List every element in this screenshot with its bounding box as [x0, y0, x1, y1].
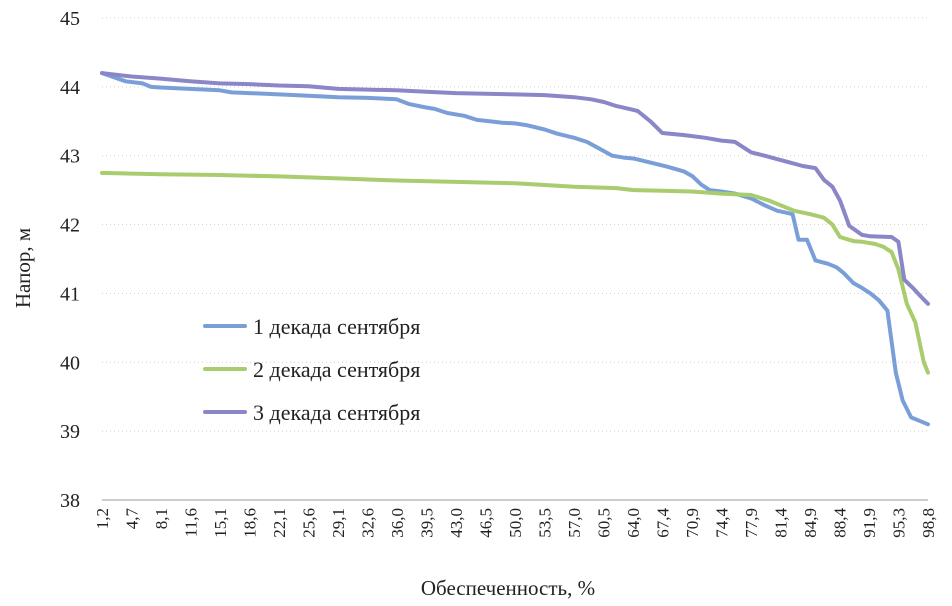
y-tick-label: 39	[60, 421, 80, 443]
y-tick-label: 42	[60, 215, 80, 237]
x-tick-label: 88,4	[831, 508, 850, 538]
x-tick-label: 15,1	[211, 508, 230, 538]
legend-label-1: 1 декада сентября	[253, 314, 420, 339]
y-tick-label: 45	[60, 8, 80, 30]
x-tick-label: 46,5	[477, 508, 496, 538]
y-tick-label: 44	[60, 77, 80, 99]
y-tick-label: 38	[60, 490, 80, 512]
series-line-1	[100, 71, 930, 427]
x-tick-label: 81,4	[772, 508, 791, 538]
x-tick-label: 74,4	[713, 508, 732, 538]
x-tick-label: 91,9	[860, 508, 879, 538]
x-tick-label: 70,9	[683, 508, 702, 538]
x-tick-label: 18,6	[241, 508, 260, 538]
x-tick-label: 60,5	[595, 508, 614, 538]
x-tick-label: 67,4	[654, 508, 673, 538]
x-tick-label: 57,0	[565, 508, 584, 538]
y-tick-label: 41	[60, 283, 80, 305]
series-line-3	[100, 71, 930, 306]
x-tick-label: 84,9	[801, 508, 820, 538]
y-axis-ticks: 38 39 40 41 42 43 44 45	[60, 8, 80, 512]
x-tick-label: 8,1	[152, 508, 171, 529]
legend: 1 декада сентября 2 декада сентября 3 дека…	[203, 314, 420, 425]
x-tick-label: 98,8	[919, 508, 938, 538]
x-tick-label: 43,0	[447, 508, 466, 538]
gridlines	[102, 17, 928, 432]
x-tick-label: 39,5	[418, 508, 437, 538]
y-axis-title: Напор, м	[11, 228, 35, 308]
x-tick-label: 4,7	[123, 508, 142, 530]
y-tick-label: 43	[60, 146, 80, 168]
x-tick-label: 77,9	[742, 508, 761, 538]
series-line-2	[100, 170, 930, 375]
x-axis-title: Обеспеченность, %	[421, 576, 595, 600]
legend-label-3: 3 декада сентября	[253, 400, 420, 425]
x-tick-label: 36,0	[388, 508, 407, 538]
x-tick-label: 1,2	[93, 508, 112, 529]
x-tick-label: 32,6	[359, 508, 378, 538]
y-tick-label: 40	[60, 352, 80, 374]
x-tick-label: 50,0	[506, 508, 525, 538]
x-tick-label: 53,5	[536, 508, 555, 538]
series-lines	[100, 71, 930, 427]
x-tick-label: 22,1	[270, 508, 289, 538]
x-axis-ticks: 1,2 4,7 8,1 11,6 15,1 18,6 22,1 25,6 29,1 32,6 36,…	[93, 508, 938, 538]
x-tick-label: 95,3	[890, 508, 909, 538]
x-tick-label: 11,6	[182, 508, 201, 537]
x-tick-label: 29,1	[329, 508, 348, 538]
x-tick-label: 64,0	[624, 508, 643, 538]
x-tick-label: 25,6	[300, 508, 319, 538]
legend-label-2: 2 декада сентября	[253, 357, 420, 382]
